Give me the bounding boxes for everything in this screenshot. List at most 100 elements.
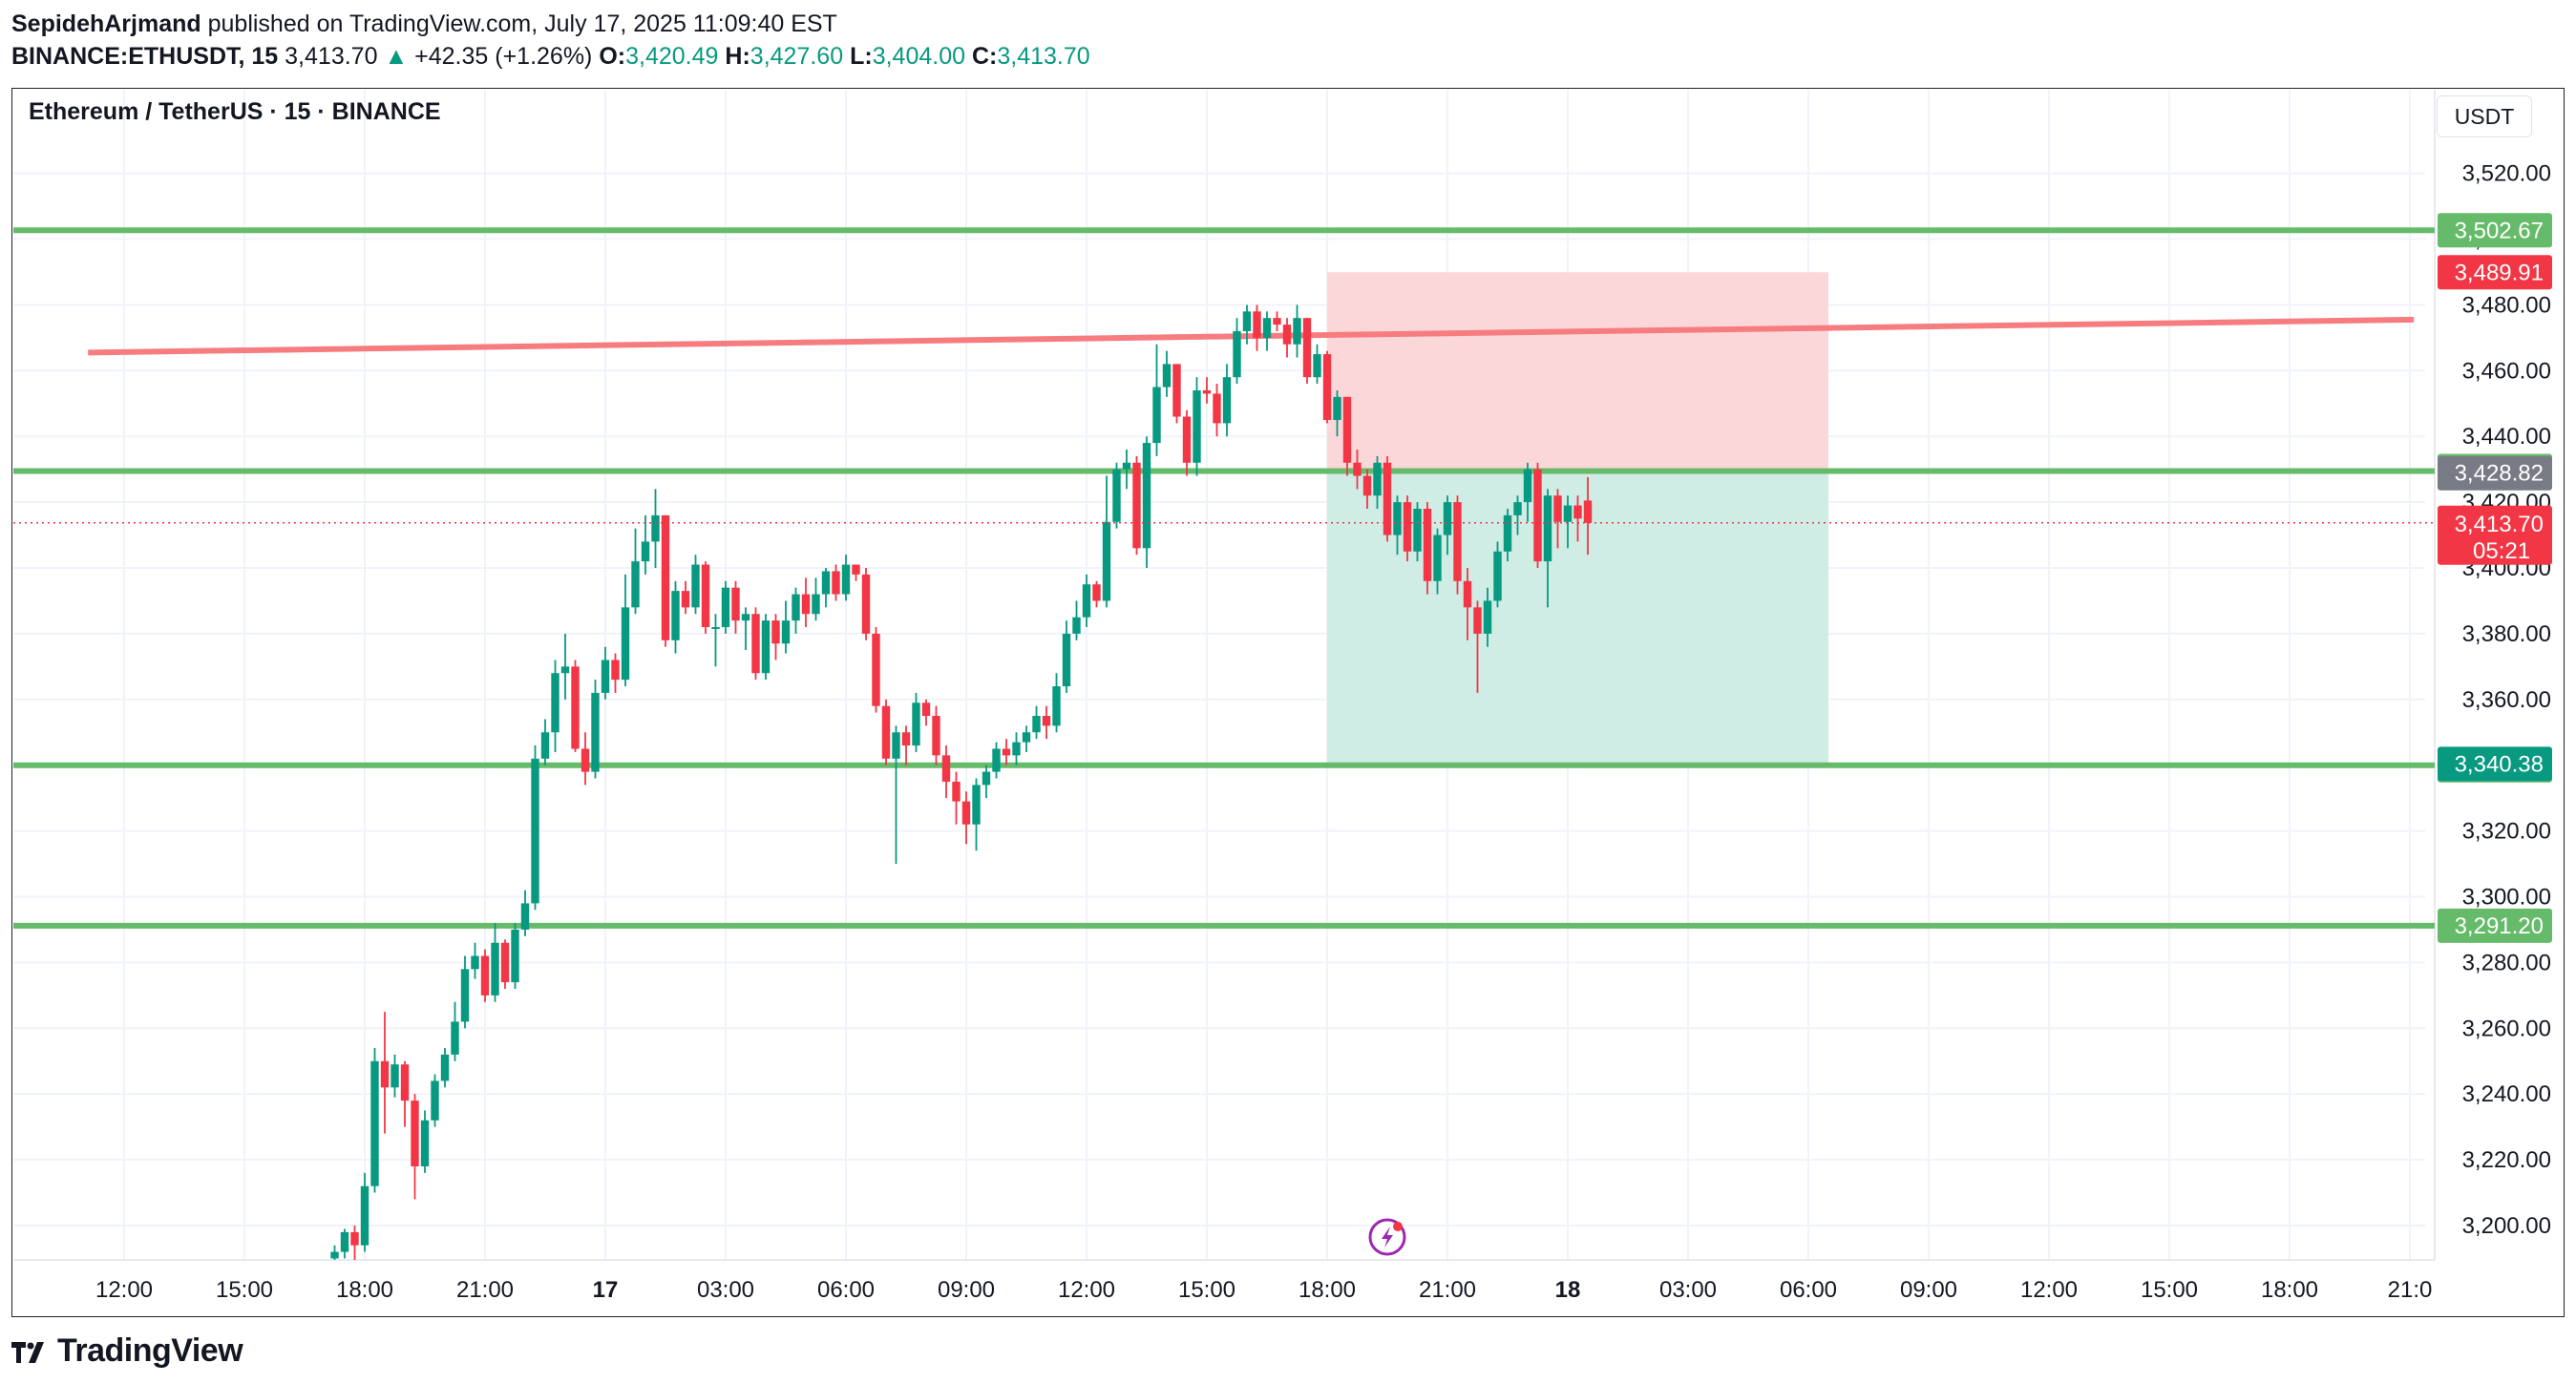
resistance-trendline[interactable] [88, 316, 2415, 356]
candle-body [1132, 462, 1141, 549]
price-tick-label: 3,460.00 [2462, 358, 2551, 384]
change-text: +42.35 (+1.26%) [414, 43, 593, 70]
candle-body [1032, 716, 1041, 733]
candle-body [440, 1054, 450, 1081]
time-tick-label: 12:00 [1058, 1277, 1115, 1303]
candle-body [350, 1231, 359, 1246]
candle-body [1533, 469, 1542, 562]
candle-body [631, 561, 640, 608]
price-tick-label: 3,480.00 [2462, 292, 2551, 318]
currency-unit-button[interactable]: USDT [2437, 95, 2532, 137]
time-tick-label: 09:00 [938, 1277, 995, 1303]
tradingview-logo-icon [11, 1334, 50, 1372]
high-label: H: [725, 43, 750, 70]
candle-body [741, 614, 750, 621]
candle-body [1362, 475, 1372, 496]
candle-body [1273, 318, 1281, 325]
time-tick-label: 09:00 [1900, 1277, 1957, 1303]
time-tick-label: 17 [593, 1277, 619, 1303]
last-price-tag [2438, 505, 2552, 565]
publish-header: SepidehArjmand published on TradingView.… [11, 8, 1090, 73]
close-value: 3,413.70 [997, 43, 1090, 70]
level-resistance-3502-tag-label: 3,502.67 [2455, 218, 2544, 243]
candle-body [661, 514, 670, 640]
candle-body [391, 1064, 399, 1088]
time-tick-label: 18:00 [1299, 1277, 1356, 1303]
candle-body [1333, 396, 1341, 420]
candle-body [330, 1251, 339, 1259]
candle-body [1042, 716, 1051, 726]
candle-body [500, 942, 510, 983]
candle-body [761, 620, 771, 674]
price-tick-label: 3,440.00 [2462, 424, 2551, 450]
candle-body [892, 732, 900, 759]
candle-body [1443, 502, 1452, 535]
candle-body [1353, 462, 1362, 476]
time-tick-label: 12:00 [2020, 1277, 2078, 1303]
candle-body [1523, 469, 1532, 503]
tradingview-footer[interactable]: TradingView [11, 1332, 243, 1372]
time-tick-label: 21:00 [1419, 1277, 1476, 1303]
candle-body [1583, 500, 1593, 523]
publish-info: published on TradingView.com, July 17, 2… [201, 10, 837, 37]
candle-body [411, 1101, 419, 1166]
candle-body [1233, 330, 1241, 378]
candle-body [921, 702, 931, 717]
candle-body [1193, 389, 1201, 463]
candle-body [941, 755, 951, 782]
candle-body [1433, 535, 1442, 581]
candle-body [1453, 502, 1462, 581]
lightning-bolt-icon [1382, 1227, 1393, 1248]
candle-body [560, 666, 570, 674]
candle-body [1002, 748, 1011, 756]
candle-body [1293, 318, 1301, 345]
candle-body [431, 1080, 439, 1121]
level-resistance-3502-tag [2438, 213, 2552, 248]
time-tick-label: 18 [1555, 1277, 1581, 1303]
candle-body [1493, 551, 1502, 601]
close-label: C: [971, 43, 998, 70]
candle-body [1383, 462, 1392, 535]
candle-body [901, 732, 911, 746]
candle-body [370, 1060, 379, 1186]
candle-body [1172, 364, 1181, 417]
entry-price-tag [2438, 455, 2552, 491]
candle-body [1022, 732, 1031, 743]
candle-body [721, 587, 730, 628]
candle-body [1012, 742, 1021, 756]
candle-body [1473, 607, 1482, 634]
author-name[interactable]: SepidehArjmand [11, 10, 201, 37]
candle-body [480, 955, 490, 996]
chart-legend: Ethereum / TetherUS · 15 · BINANCE [29, 98, 441, 125]
candle-body [511, 929, 519, 983]
price-tick-label: 3,220.00 [2462, 1147, 2551, 1173]
candle-body [881, 705, 891, 759]
candle-body [591, 692, 600, 772]
candle-body [571, 666, 580, 749]
open-value: 3,420.49 [625, 43, 719, 70]
candle-body [1463, 580, 1472, 608]
candle-body [1423, 508, 1432, 581]
candle-body [952, 781, 961, 802]
candle-body [601, 660, 610, 693]
candle-body [451, 1021, 459, 1055]
stop-loss-zone[interactable] [1327, 272, 1828, 473]
time-tick-label: 15:00 [216, 1277, 273, 1303]
event-dot-icon [1393, 1222, 1403, 1231]
candle-body [460, 969, 470, 1022]
stop-price-tag [2438, 255, 2552, 290]
entry-price-tag-label: 3,428.82 [2455, 461, 2544, 487]
candle-body [681, 591, 690, 608]
time-tick-label: 18:00 [2261, 1277, 2318, 1303]
candle-body [621, 607, 630, 681]
price-tick-label: 3,320.00 [2462, 819, 2551, 845]
candle-body [812, 594, 820, 615]
candle-body [852, 564, 860, 575]
last-price-text: 3,413.70 [285, 43, 378, 70]
candle-body [1082, 584, 1091, 618]
candle-body [1483, 600, 1492, 634]
candle-body [1202, 389, 1212, 394]
last-price-tag-label: 3,413.70 [2455, 512, 2544, 537]
candle-body [1573, 505, 1582, 519]
